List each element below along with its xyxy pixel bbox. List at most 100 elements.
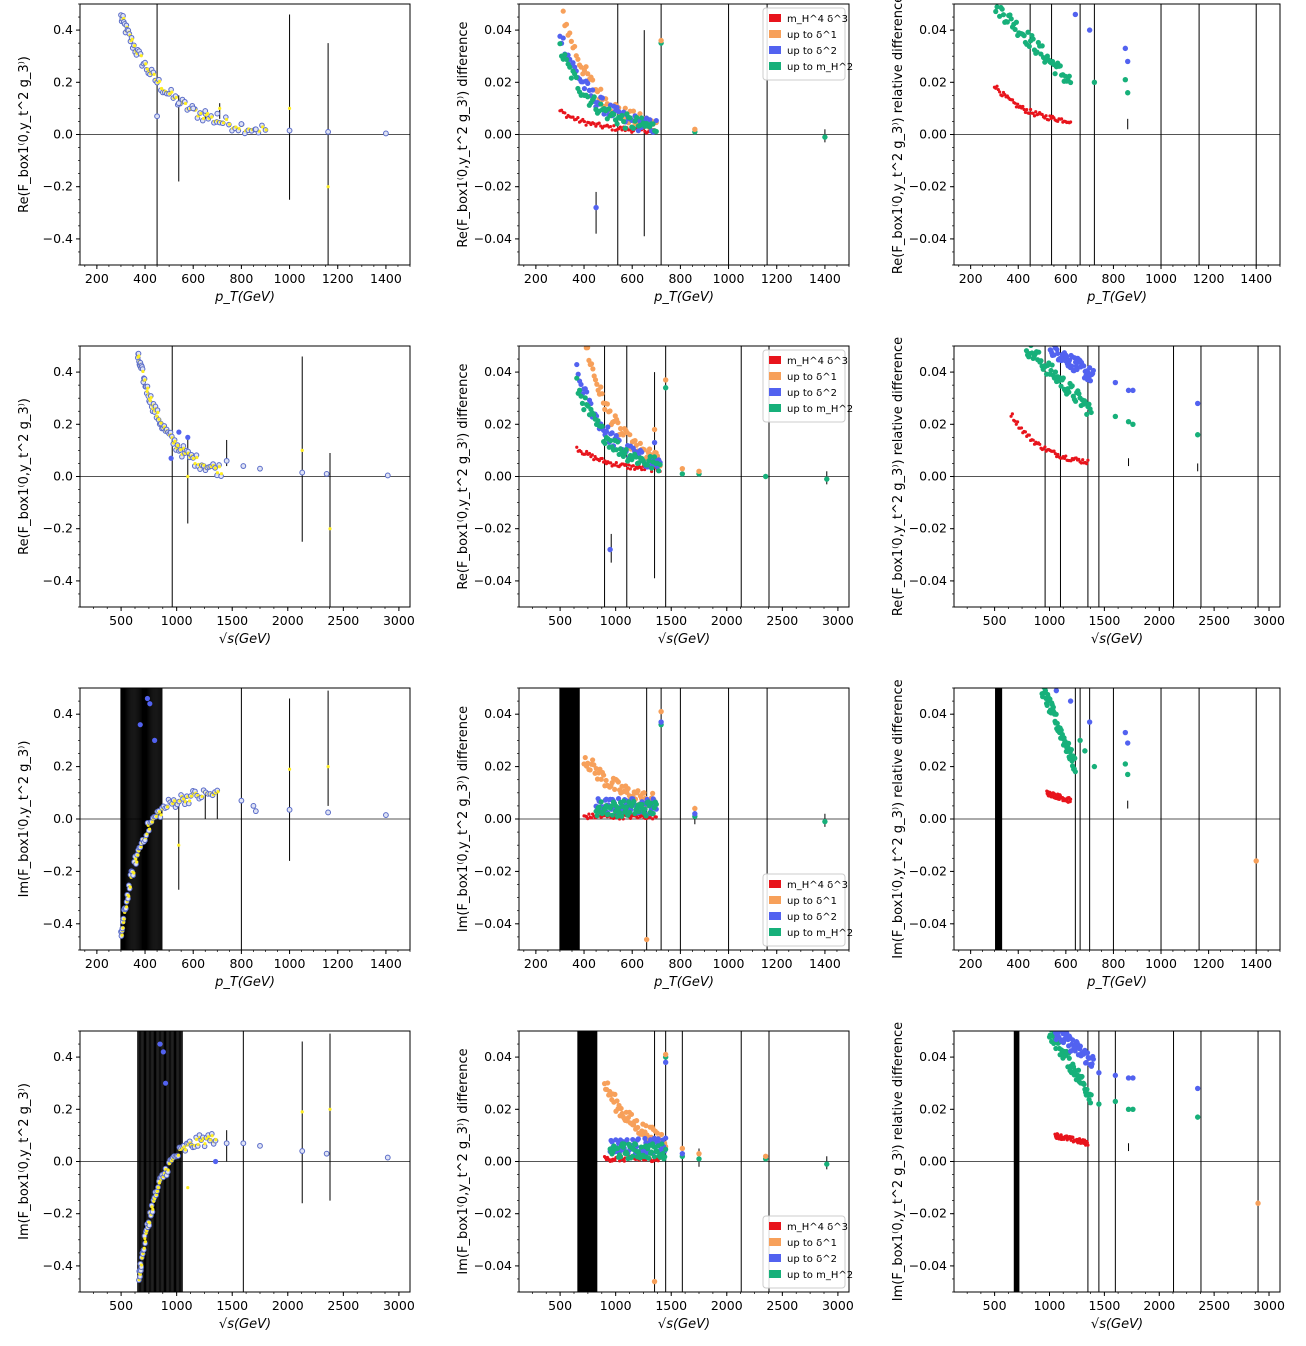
x-tick-label: 2500 <box>766 1298 798 1313</box>
point-blue <box>1086 27 1093 33</box>
y-tick-label: 0.00 <box>484 127 512 142</box>
hollow-point <box>252 808 259 815</box>
hollow-point <box>299 469 306 476</box>
legend-swatch-orange <box>769 30 781 38</box>
hollow-point <box>384 1154 391 1161</box>
legend-swatch-red <box>769 14 781 22</box>
series-points <box>168 429 191 461</box>
point-blue <box>574 361 580 368</box>
yellow-point <box>208 1138 212 1142</box>
yellow-point <box>217 465 222 469</box>
point-red <box>1025 107 1029 112</box>
point-orange <box>567 30 573 36</box>
legend-label: up to δ^1 <box>787 896 837 907</box>
point-blue <box>679 1150 686 1157</box>
x-tick-label: 2000 <box>711 1298 743 1313</box>
x-tick-label: 1000 <box>1145 271 1177 286</box>
y-tick-label: 0.02 <box>919 759 947 774</box>
point-orange <box>1255 1200 1261 1206</box>
yellow-point <box>157 1181 161 1185</box>
yellow-point <box>134 857 138 861</box>
point-green <box>639 115 645 121</box>
point-green <box>606 106 612 112</box>
point-orange <box>605 1080 611 1086</box>
point-green <box>568 75 574 81</box>
point-blue <box>605 424 611 430</box>
point-orange <box>634 1118 640 1124</box>
point-orange <box>588 361 595 367</box>
point-green <box>1086 401 1092 407</box>
point-red <box>608 124 613 129</box>
x-tick-label: 1500 <box>655 1298 687 1313</box>
point-red <box>592 458 596 462</box>
y-tick-label: −0.04 <box>909 916 947 931</box>
point-orange <box>614 1098 620 1104</box>
hollow-point <box>383 812 389 818</box>
point-red <box>1069 1138 1073 1142</box>
point-green <box>611 111 617 117</box>
point-green <box>1044 702 1050 709</box>
yellow-point <box>177 843 181 847</box>
yellow-point <box>132 871 136 875</box>
point-orange <box>602 406 608 412</box>
point-green <box>646 458 652 464</box>
point-green <box>1075 1067 1082 1073</box>
point-orange <box>762 1153 769 1159</box>
point-red <box>582 119 587 124</box>
point-orange <box>622 105 628 111</box>
point-blue <box>1083 1059 1089 1066</box>
hollow-point <box>257 1142 263 1149</box>
point-red <box>609 461 613 465</box>
point-red <box>579 449 583 454</box>
point-red <box>654 815 658 819</box>
point-green <box>630 1153 636 1159</box>
point-orange <box>582 331 587 336</box>
panel-r3c1: 200 400 600 800 1000 1200 1400 −0.4 −0.2 0.0 0.2 0.… <box>17 687 411 990</box>
legend-label: m_H^4 δ^3 <box>787 356 848 367</box>
point-red <box>1086 1143 1090 1147</box>
point-green <box>1023 337 1028 342</box>
yellow-point <box>159 813 163 817</box>
point-green <box>1088 409 1094 416</box>
legend: m_H^4 δ^3 up to δ^1 up to δ^2 up to m_H^2 <box>762 873 853 947</box>
point-green <box>563 56 570 63</box>
point-green <box>999 6 1005 12</box>
x-axis-label: √s(GeV) <box>1091 1317 1143 1332</box>
point-blue <box>1069 1037 1076 1043</box>
yellow-point <box>183 101 188 106</box>
point-green <box>608 438 614 444</box>
yellow-point <box>173 439 177 443</box>
point-green <box>762 473 769 480</box>
yellow-point <box>326 185 330 189</box>
y-tick-label: 0.02 <box>484 759 512 774</box>
legend-label: up to m_H^2 <box>787 404 853 415</box>
point-green <box>1060 375 1066 381</box>
point-blue <box>1086 719 1093 725</box>
y-tick-label: 0.4 <box>53 706 73 721</box>
point-red <box>583 452 587 456</box>
point-orange <box>604 401 610 407</box>
curve-points <box>134 350 224 479</box>
point-orange <box>692 805 698 812</box>
point-green <box>581 406 587 413</box>
point-green <box>650 121 656 127</box>
point-green <box>624 1151 630 1157</box>
point-orange <box>615 779 621 785</box>
point-blue <box>1074 366 1080 373</box>
point-green <box>602 440 608 447</box>
point-orange <box>650 790 656 796</box>
y-tick-label: 0.00 <box>919 469 947 484</box>
x-tick-label: 1000 <box>1034 1298 1066 1313</box>
curve-points <box>136 1131 219 1283</box>
point-green <box>822 134 828 140</box>
y-tick-label: −0.04 <box>909 1258 947 1273</box>
curve-points <box>118 12 269 137</box>
point-blue <box>1064 354 1070 360</box>
plot-area <box>954 688 1280 950</box>
point-blue <box>1194 1085 1201 1092</box>
point-green <box>1122 76 1129 83</box>
point-green <box>1039 43 1045 49</box>
point-orange <box>658 1131 665 1138</box>
point-red <box>559 108 564 112</box>
point-blue <box>1130 1075 1136 1081</box>
